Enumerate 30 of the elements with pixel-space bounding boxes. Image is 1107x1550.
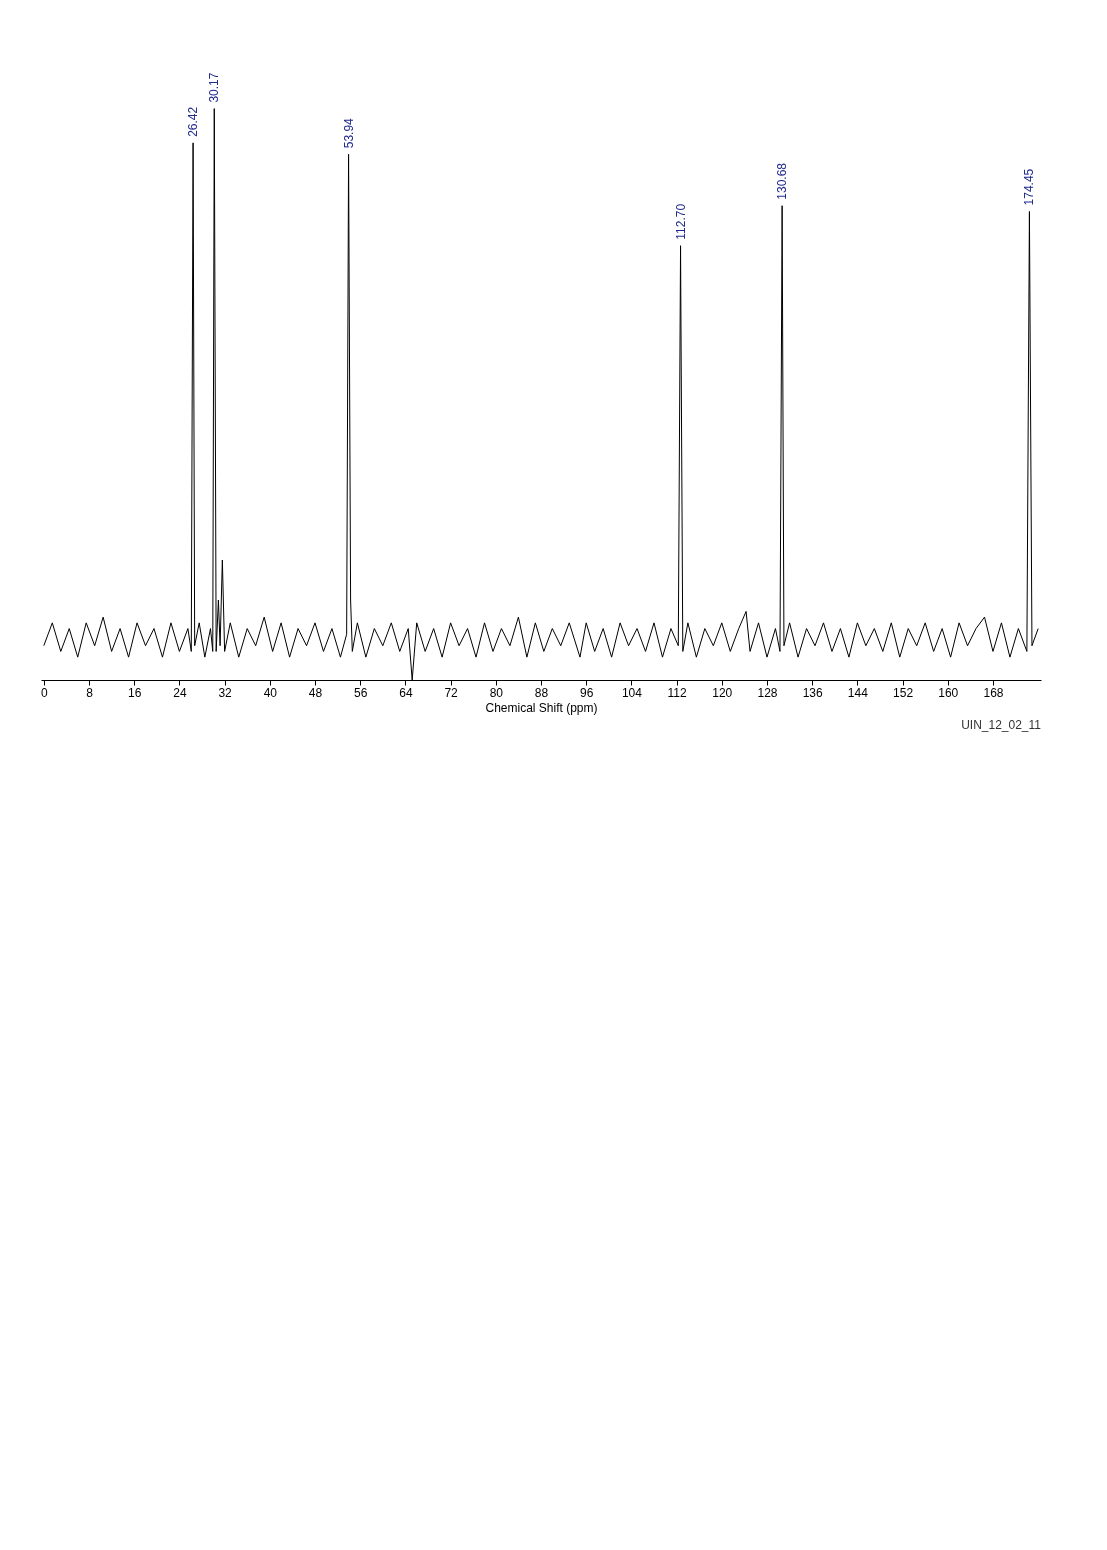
x-tick-label: 16 <box>128 685 142 700</box>
x-tick-label: 40 <box>263 685 278 700</box>
x-tick-label: 72 <box>444 685 459 700</box>
x-tick-label: 168 <box>983 685 1004 700</box>
x-tick-label: 8 <box>86 685 94 700</box>
x-tick-label: 160 <box>938 685 959 700</box>
x-tick-label: 136 <box>802 685 824 700</box>
x-tick-label: 104 <box>621 685 643 700</box>
x-tick-label: 152 <box>893 685 914 700</box>
x-tick-label: 144 <box>847 685 869 700</box>
annotation: 26.42 <box>186 106 201 137</box>
annotation: 130.68 <box>775 162 790 200</box>
x-tick-label: 96 <box>580 685 594 700</box>
x-tick-label: 88 <box>534 685 549 700</box>
annotation: 174.45 <box>1022 168 1037 206</box>
annotation: 112.70 <box>673 203 688 240</box>
x-tick-label: 0 <box>40 685 48 700</box>
text: UIN_12_02_11 <box>961 718 1042 732</box>
x-tick-label: 32 <box>218 685 233 700</box>
x-tick-label: 120 <box>712 685 733 700</box>
x-tick-label: 64 <box>399 685 413 700</box>
x-tick-label: 112 <box>667 685 687 700</box>
x-axis-title: Chemical Shift (ppm) <box>485 700 598 715</box>
x-tick-label: 24 <box>173 685 187 700</box>
x-tick-label: 128 <box>757 685 778 700</box>
annotation: 30.17 <box>207 72 222 103</box>
annotation: 53.94 <box>341 117 356 149</box>
x-tick-label: 80 <box>489 685 504 700</box>
x-tick-label: 56 <box>354 685 368 700</box>
x-tick-label: 48 <box>308 685 323 700</box>
